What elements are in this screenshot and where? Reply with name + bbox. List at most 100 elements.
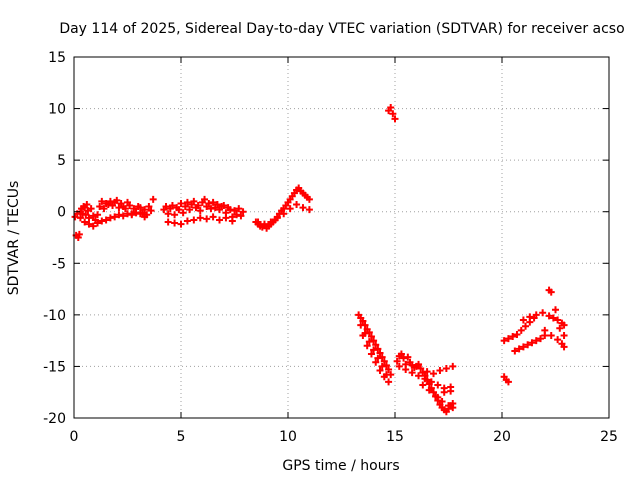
data-point [385,366,393,374]
data-point [75,230,83,238]
data-point [115,204,123,212]
data-point [267,218,275,226]
data-point [359,331,367,339]
data-point [305,206,313,214]
data-point [115,211,123,219]
y-tick-label: -5 [52,256,66,272]
data-point [190,197,198,205]
data-point [181,203,189,211]
data-point [367,333,375,341]
data-point [286,205,294,213]
data-point [376,349,384,357]
data-point [128,211,136,219]
data-point [119,212,127,220]
data-point [102,216,110,224]
y-tick-label: 0 [57,205,66,221]
data-point [434,393,442,401]
data-point [554,336,562,344]
data-point [427,378,435,386]
data-point [445,402,452,410]
data-series [71,104,568,416]
data-point [511,347,519,355]
data-point [515,345,523,353]
data-point [226,206,234,214]
data-point [425,386,433,394]
data-point [98,197,106,205]
data-point [171,211,179,219]
data-point [171,219,179,227]
data-point [190,216,198,224]
data-point [228,217,236,225]
data-point [216,216,224,224]
data-point [526,313,534,321]
data-point [168,202,176,210]
x-tick-label: 10 [279,429,297,445]
data-point [397,350,405,358]
data-point [89,222,97,230]
data-point [389,110,397,118]
data-point [380,357,388,365]
data-point [519,343,527,351]
data-point [500,337,508,345]
data-point [400,354,408,362]
data-point [145,203,153,211]
x-tick-label: 0 [70,429,79,445]
data-point [207,205,215,213]
plot-frame [73,56,610,419]
data-point [233,211,241,219]
data-point [382,361,390,369]
data-point [220,202,228,210]
data-point [419,381,427,389]
data-point [385,378,393,386]
data-point [149,195,157,203]
data-point [177,199,185,207]
data-point [374,345,382,353]
y-tick-label: 10 [48,102,66,118]
data-point [141,206,149,214]
data-point [504,335,512,343]
data-point [222,214,230,222]
data-point [124,210,131,218]
y-axis-title: SDTVAR / TECUs [6,181,22,296]
data-point [528,339,536,347]
data-point [539,309,547,317]
data-point [560,321,568,329]
grid [74,57,609,418]
x-tick-label: 25 [600,429,618,445]
data-point [196,207,204,215]
data-point [94,211,102,219]
data-point [83,200,91,208]
data-point [365,328,373,336]
y-tick-label: 5 [57,153,66,169]
data-point [359,317,367,325]
data-point [438,397,446,405]
data-point [113,196,121,204]
data-point [378,353,386,361]
data-point [370,346,378,354]
data-point [162,203,170,211]
data-point [183,198,191,206]
data-point [98,217,106,225]
data-point [517,326,525,334]
data-point [404,353,412,361]
data-point [415,360,423,368]
data-point [175,206,183,214]
data-point [365,338,373,346]
data-point [391,115,399,123]
data-point [434,381,442,389]
data-point [423,368,431,376]
x-axis-title: GPS time / hours [282,458,399,474]
data-point [94,219,102,227]
data-point [111,213,119,221]
data-point [293,200,301,208]
data-point [209,213,217,221]
data-point [205,199,213,207]
data-point [260,220,268,228]
data-point [186,206,194,214]
data-point [378,362,386,370]
data-point [141,213,149,221]
data-point [130,205,138,213]
data-point [549,314,557,322]
